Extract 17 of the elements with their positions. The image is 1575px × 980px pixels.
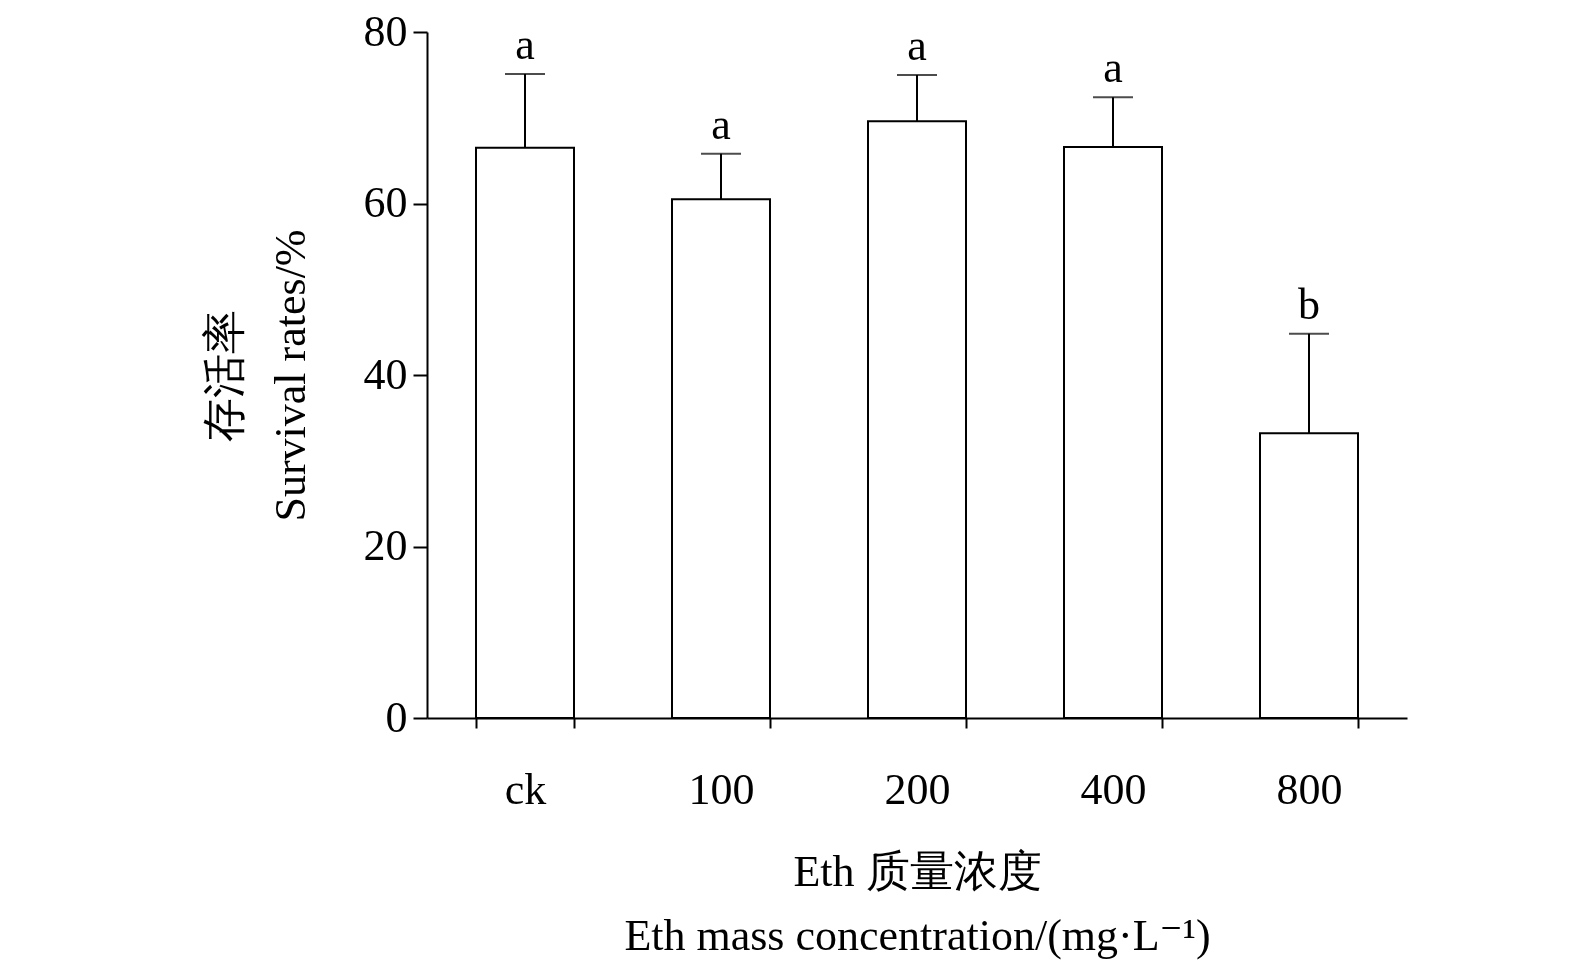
x-tick-label: ck bbox=[504, 764, 547, 814]
y-axis-title: 存活率 Survival rates/% bbox=[199, 229, 315, 522]
y-tick-label: 20 bbox=[363, 521, 408, 570]
y-tick-label: 0 bbox=[385, 692, 408, 742]
y-tick-label: 40 bbox=[363, 349, 408, 399]
y-tick-label: 80 bbox=[363, 6, 408, 56]
x-tick-label: 400 bbox=[1080, 764, 1147, 814]
annotation: a bbox=[711, 99, 731, 149]
y-tick-label: 60 bbox=[363, 178, 408, 227]
x-tick-label: 200 bbox=[884, 764, 951, 814]
x-tick-label: 100 bbox=[688, 764, 755, 814]
annotation: a bbox=[1103, 43, 1123, 93]
annotation: a bbox=[907, 20, 927, 70]
x-tick-label: 800 bbox=[1276, 764, 1343, 814]
x-axis-title: Eth 质量浓度 Eth mass concentration/(mg·L⁻¹) bbox=[624, 846, 1211, 960]
annotation: a bbox=[515, 20, 535, 70]
annotation: b bbox=[1298, 279, 1320, 329]
